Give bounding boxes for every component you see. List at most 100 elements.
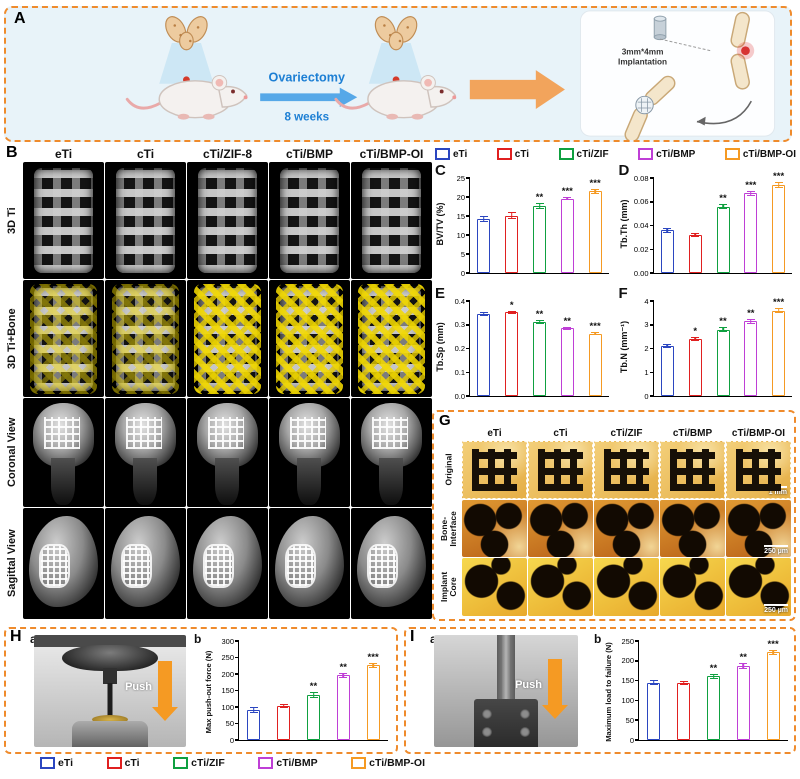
panel-d-label: D <box>618 162 630 179</box>
axis-tick <box>235 739 239 741</box>
bar-cTi <box>688 235 702 273</box>
scale-bar: 250 µm <box>764 545 788 555</box>
microct-cell-sagittal <box>187 508 268 619</box>
machine-base <box>72 721 148 747</box>
plot-area: 0.0 0.1 0.2 0.3 0.4 * ** ** *** <box>455 297 609 401</box>
significance-marker: *** <box>767 639 779 651</box>
panel-a: A <box>4 6 792 142</box>
scaffold-render <box>33 285 94 392</box>
axis-tick <box>466 234 470 236</box>
microct-cell-sagittal <box>351 508 432 619</box>
implant-grid-render <box>40 545 69 586</box>
sub-label-a: a <box>30 632 37 646</box>
bone-overlay <box>112 283 179 394</box>
axis-tick <box>635 679 639 682</box>
scaffold-render <box>115 285 176 392</box>
g-row-label: Implant Core <box>439 572 459 603</box>
significance-marker: ** <box>739 652 747 664</box>
legend-item: cTi <box>496 148 529 160</box>
axis-tick-label: 0 <box>644 391 649 401</box>
axis-tick-label: 0 <box>229 735 234 745</box>
microct-cell-3dti <box>269 162 350 279</box>
axis-tick <box>635 719 639 721</box>
sub-label-b: b <box>594 632 602 646</box>
bar-cTi <box>677 682 691 740</box>
microct-cell-coronal <box>351 398 432 507</box>
legend-label: eTi <box>453 148 468 160</box>
bar-eTi <box>660 230 674 273</box>
chart-pushout-force: Max push-out force (N) 0 50 100 150 200 250 30… <box>202 633 394 750</box>
error-bar <box>769 650 778 655</box>
bar-cTi/BMP-OI <box>766 652 780 740</box>
histology-cell-core <box>594 558 659 616</box>
significance-marker: ** <box>747 307 755 319</box>
legend-swatch <box>638 148 654 160</box>
charts-grid: C BV/TV (%) 0 5 10 15 20 25 ** *** *** D Tb.Th (… <box>433 162 798 408</box>
bar-cTi <box>277 706 291 740</box>
bar-eTi <box>660 346 674 396</box>
error-bar <box>507 211 516 220</box>
bolt-icon <box>520 727 530 737</box>
error-bar <box>279 704 288 709</box>
g-col-header: cTi/BMP <box>672 428 713 439</box>
bar-cTi <box>505 312 519 396</box>
plot-area: 0.00 0.02 0.04 0.06 0.08 ** *** *** <box>634 171 792 278</box>
big-arrow-icon <box>469 70 565 109</box>
push-label: Push <box>515 679 542 691</box>
machine-disc <box>62 645 158 671</box>
ovariectomy-arrow-icon <box>260 87 358 107</box>
axis-tick-label: 0.1 <box>454 367 465 377</box>
axis-tick <box>466 395 470 397</box>
legend-swatch <box>558 148 574 160</box>
microct-cell-coronal <box>269 398 350 507</box>
implant-grid-render <box>204 545 233 586</box>
axis-tick-label: 15 <box>456 211 465 221</box>
implant-cross-section-icon <box>635 95 654 115</box>
error-bar <box>507 310 516 314</box>
bone-shaft-render <box>50 457 75 505</box>
pointer-dashed-line <box>659 38 711 52</box>
bar-cTi/ZIF <box>533 206 546 273</box>
panel-a-label: A <box>14 10 26 27</box>
microct-cell-coronal <box>105 398 186 507</box>
significance-marker: *** <box>589 321 601 333</box>
scaffold-render <box>361 167 422 274</box>
bar-cTi/BMP <box>560 198 574 273</box>
legend-label: cTi/ZIF <box>576 148 609 160</box>
significance-marker: ** <box>339 661 347 673</box>
axis-tick <box>649 177 654 179</box>
axis-tick <box>466 371 470 373</box>
b-row-label: 3D Ti <box>6 207 18 234</box>
panel-g-label: G <box>439 412 451 429</box>
axis-tick-label: 100 <box>621 695 634 705</box>
error-bar <box>339 672 348 678</box>
axis-tick-label: 200 <box>221 669 234 679</box>
panel-h: H a Push b Max push-out force (N) 050100… <box>4 627 398 754</box>
significance-marker: *** <box>367 652 379 664</box>
histology-cell-core <box>462 558 527 616</box>
legend-label: cTi/BMP <box>276 757 318 769</box>
microct-cell-bone <box>187 280 268 397</box>
b-row-label: Sagittal View <box>6 529 18 598</box>
bone-shaft-render <box>132 457 157 505</box>
legend-item: cTi <box>106 757 140 769</box>
error-bar <box>535 320 544 325</box>
bar-cTi <box>688 339 702 396</box>
significance-marker: ** <box>535 309 544 321</box>
machine-stem <box>103 668 117 684</box>
axis-tick-label: 0.3 <box>454 320 465 330</box>
error-bar <box>691 336 700 342</box>
axis-tick <box>466 324 470 326</box>
bar-cTi/ZIF <box>716 329 730 396</box>
weeks-text: 8 weeks <box>284 111 329 124</box>
legend-label: eTi <box>58 757 73 769</box>
bar-cTi/BMP-OI <box>772 310 786 396</box>
scaffold-render <box>33 167 94 274</box>
bone-overlay <box>358 283 425 394</box>
axis-tick-label: 300 <box>221 636 234 646</box>
ovary-icon <box>161 12 212 51</box>
histology-cell-original <box>594 441 659 499</box>
bone-overlay <box>30 283 97 394</box>
panel-b-label: B <box>6 144 18 161</box>
bar-cTi/BMP <box>560 328 574 396</box>
